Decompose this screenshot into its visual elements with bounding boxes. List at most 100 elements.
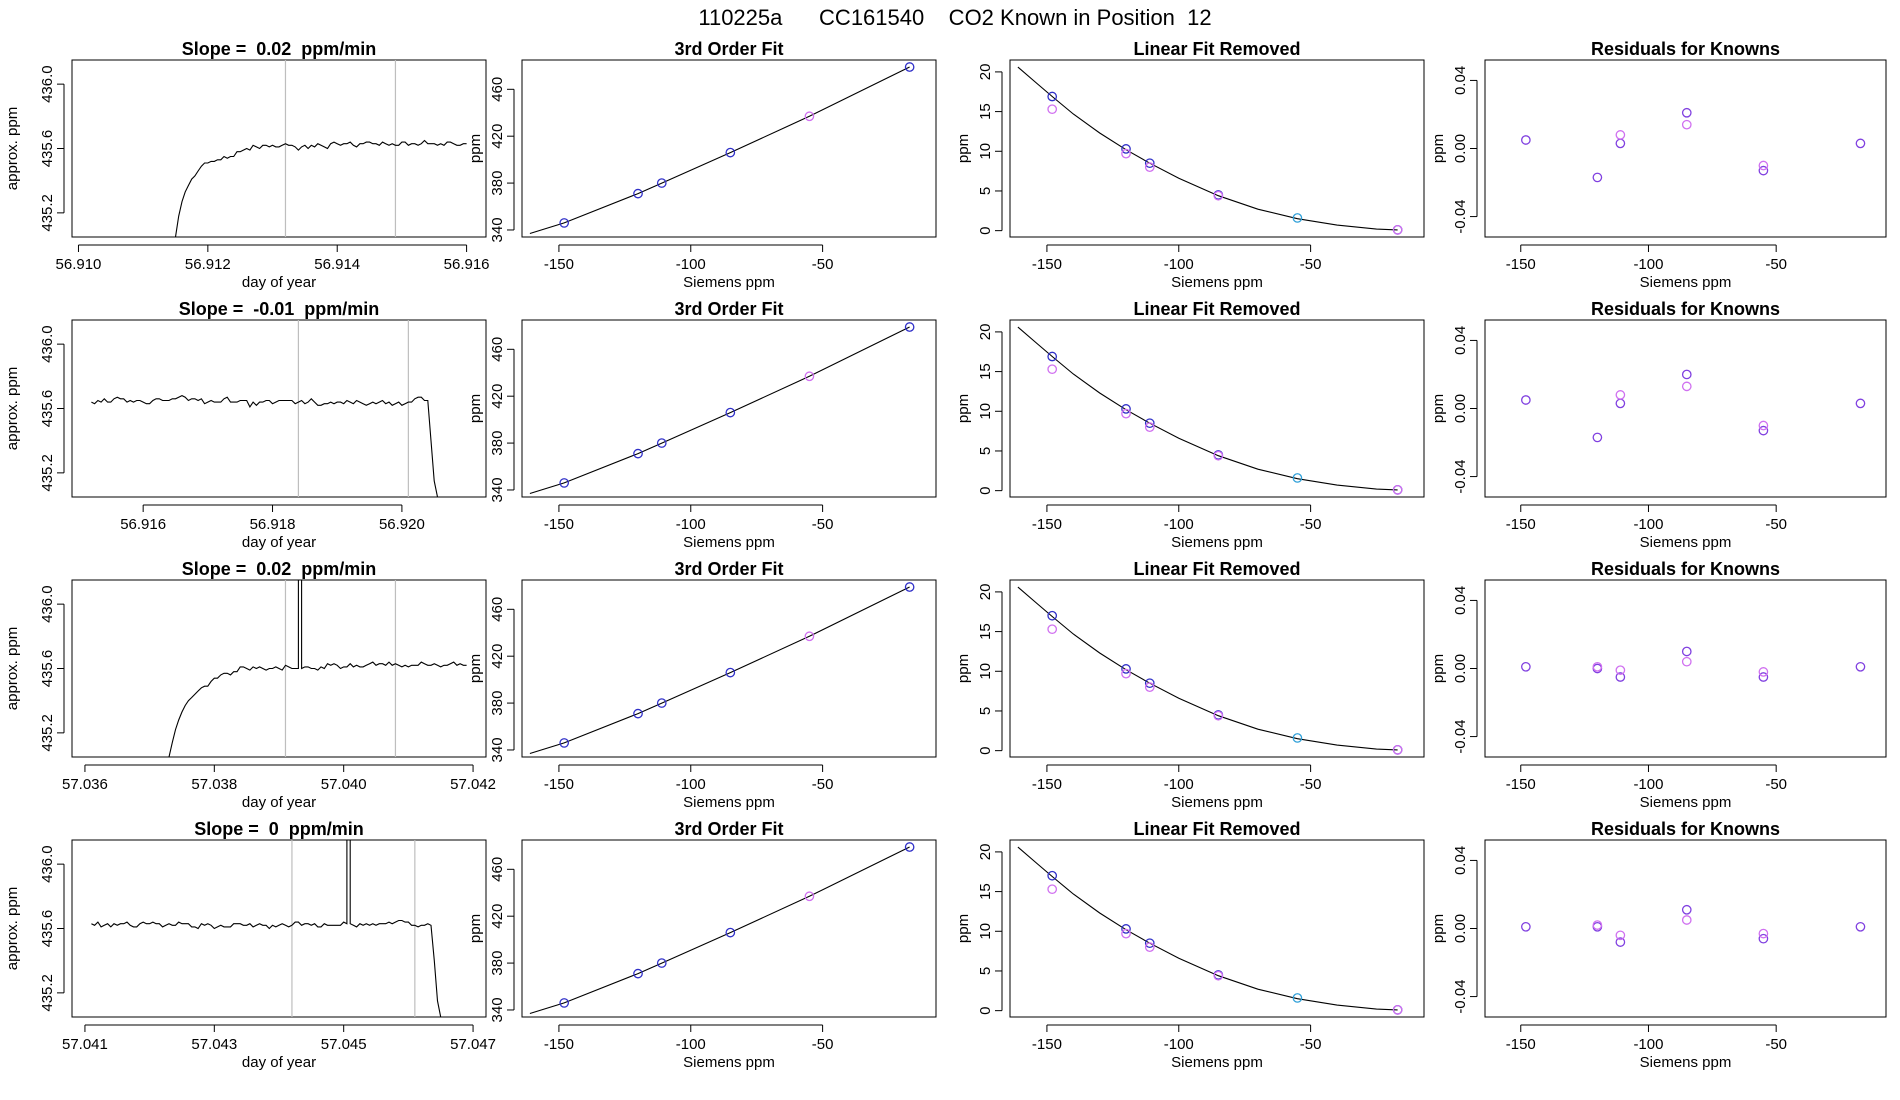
plot-area — [1521, 107, 1866, 183]
fit-curve-line — [1017, 66, 1398, 231]
data-point-magenta — [1758, 928, 1769, 939]
y-tick-label: 420 — [489, 644, 506, 669]
data-point-blue — [1047, 91, 1058, 102]
y-tick-label: 15 — [977, 883, 994, 900]
y-tick-label: 380 — [489, 951, 506, 976]
x-tick-label: -50 — [1300, 256, 1322, 273]
plot-frame — [1009, 319, 1425, 498]
plot-area — [91, 840, 442, 1017]
x-axis-label: Siemens ppm — [1640, 274, 1732, 291]
chart-panel-15: Linear Fit Removed -150 -100 -50 Siemens ppm… — [955, 819, 1425, 1071]
fit-curve-line — [1017, 586, 1398, 751]
x-axis-label: day of year — [242, 534, 316, 551]
data-point-magenta — [1615, 665, 1626, 676]
x-tick-label: -150 — [1506, 516, 1536, 533]
y-axis-label: approx. ppm — [4, 627, 21, 710]
y-axis-label: approx. ppm — [4, 887, 21, 970]
x-tick-label: -100 — [1164, 776, 1194, 793]
data-point-magenta — [1213, 710, 1224, 721]
data-point-blue — [904, 322, 915, 332]
plot-frame — [71, 839, 487, 1018]
data-point-magenta — [1121, 148, 1131, 159]
y-tick-label: 20 — [977, 844, 994, 861]
y-tick-label: 460 — [489, 337, 506, 362]
data-point-purple — [1592, 432, 1603, 443]
fit-curve-line — [1017, 326, 1398, 491]
data-point-magenta — [804, 891, 815, 902]
data-point-purple — [1615, 672, 1626, 682]
data-point-cyan — [1292, 993, 1303, 1003]
y-tick-label: 0.00 — [1452, 654, 1469, 683]
data-point-purple — [1758, 425, 1769, 436]
y-tick-label: 340 — [489, 737, 506, 762]
y-tick-label: 460 — [489, 77, 506, 102]
y-tick-label: 436.0 — [39, 325, 56, 363]
plot-frame — [521, 319, 937, 498]
y-axis-label: approx. ppm — [4, 107, 21, 190]
data-point-blue — [633, 188, 643, 199]
y-tick-label: 436.0 — [39, 585, 56, 623]
y-tick-label: 5 — [977, 707, 994, 715]
data-point-blue — [904, 842, 915, 852]
y-tick-label: 436.0 — [39, 845, 56, 883]
y-tick-label: 435.6 — [39, 130, 56, 168]
y-tick-label: 460 — [489, 597, 506, 622]
data-point-blue — [904, 62, 915, 72]
y-axis-label: ppm — [1430, 914, 1447, 943]
data-point-blue — [725, 407, 736, 418]
chart-panel-12: Residuals for Knowns -150 -100 -50 Siemens p… — [1430, 559, 1887, 811]
data-point-purple — [1855, 138, 1866, 149]
x-tick-label: -100 — [676, 516, 706, 533]
x-axis-label: Siemens ppm — [683, 794, 775, 811]
data-point-magenta — [1047, 624, 1058, 635]
data-point-magenta — [804, 631, 815, 642]
chart-title: Linear Fit Removed — [1133, 819, 1300, 839]
data-point-blue — [725, 147, 736, 158]
x-tick-label: 56.920 — [379, 516, 425, 533]
y-tick-label: 436.0 — [39, 65, 56, 103]
data-point-purple — [1855, 398, 1866, 409]
chart-panel-1: Slope = 0.02 ppm/min 56.910 56.912 56.914 56… — [4, 39, 490, 291]
y-tick-label: 435.2 — [39, 454, 56, 492]
y-tick-label: 380 — [489, 431, 506, 456]
y-axis-label: ppm — [1430, 394, 1447, 423]
y-tick-label: 15 — [977, 623, 994, 640]
data-point-blue — [904, 582, 915, 592]
plot-frame — [521, 579, 937, 758]
y-tick-label: 0.04 — [1452, 586, 1469, 615]
data-point-magenta — [1681, 119, 1692, 130]
data-point-purple — [1615, 937, 1626, 947]
plot-frame — [1009, 59, 1425, 238]
y-tick-label: 460 — [489, 857, 506, 882]
chart-panel-4: Residuals for Knowns -150 -100 -50 Siemens p… — [1430, 39, 1887, 291]
data-point-cyan — [1292, 473, 1303, 483]
plot-frame — [521, 839, 937, 1018]
x-tick-label: 56.918 — [250, 516, 296, 533]
plot-frame — [1484, 579, 1887, 758]
chart-panel-11: Linear Fit Removed -150 -100 -50 Siemens ppm… — [955, 559, 1425, 811]
data-point-blue — [559, 738, 570, 748]
plot-area — [168, 580, 467, 757]
y-tick-label: 0.04 — [1452, 326, 1469, 355]
y-tick-label: 20 — [977, 584, 994, 601]
data-point-magenta — [1213, 970, 1224, 981]
x-axis-label: Siemens ppm — [683, 274, 775, 291]
data-point-blue — [1121, 404, 1131, 414]
data-point-blue — [1047, 351, 1058, 362]
x-tick-label: -50 — [812, 776, 834, 793]
y-axis-label: ppm — [1430, 134, 1447, 163]
y-axis-label: ppm — [955, 134, 972, 163]
x-axis-label: Siemens ppm — [683, 534, 775, 551]
x-tick-label: 57.040 — [321, 776, 367, 793]
data-point-blue — [656, 958, 667, 968]
data-point-purple — [1521, 921, 1531, 932]
chart-title: Slope = -0.01 ppm/min — [179, 299, 380, 319]
x-axis-label: Siemens ppm — [1640, 534, 1732, 551]
data-point-purple — [1758, 165, 1769, 176]
fit-curve-line — [529, 846, 910, 1015]
data-point-blue — [1121, 664, 1131, 674]
data-point-purple — [1681, 904, 1692, 915]
chart-panel-16: Residuals for Knowns -150 -100 -50 Siemens p… — [1430, 819, 1887, 1071]
x-tick-label: 57.045 — [321, 1036, 367, 1053]
